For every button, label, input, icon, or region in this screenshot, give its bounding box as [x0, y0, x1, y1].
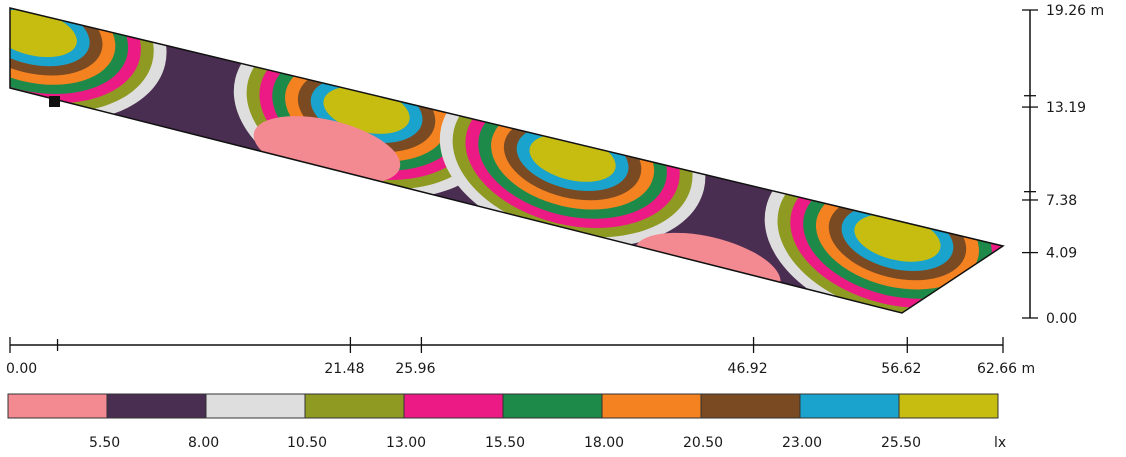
legend-swatch: [799, 393, 900, 419]
y-tick-label: 0.00: [1046, 311, 1077, 327]
legend-swatch: [304, 393, 405, 419]
legend-label: 18.00: [584, 435, 624, 451]
light-pool: [10, 8, 167, 122]
legend-swatch: [502, 393, 603, 419]
legend-swatches: [7, 393, 999, 419]
legend-label: 13.00: [386, 435, 426, 451]
legend-swatch: [700, 393, 801, 419]
x-tick-label: 56.62: [881, 361, 921, 377]
x-tick-label: 21.48: [324, 361, 364, 377]
x-tick-label: 25.96: [395, 361, 435, 377]
legend-swatch: [106, 393, 207, 419]
x-tick-label: 46.92: [728, 361, 768, 377]
x-axis: 0.00 21.48 25.96 46.92 56.62 62.66 m: [6, 337, 1035, 377]
y-tick-label: 7.38: [1046, 193, 1077, 209]
x-ticks: 0.00 21.48 25.96 46.92 56.62 62.66 m: [6, 337, 1035, 377]
isolux-band: [10, 9, 77, 58]
legend-label: 15.50: [485, 435, 525, 451]
x-tick-label: 62.66 m: [977, 361, 1035, 377]
legend-label: 5.50: [89, 435, 120, 451]
y-ticks: 0.00 4.09 7.38 13.19 19.26 m: [1022, 3, 1104, 327]
legend-swatch: [205, 393, 306, 419]
luminaire-marker: [49, 96, 60, 107]
illuminance-map: [9, 7, 1005, 314]
legend-label: 23.00: [782, 435, 822, 451]
legend-swatch: [403, 393, 504, 419]
legend-label: 20.50: [683, 435, 723, 451]
legend-unit: lx: [994, 435, 1006, 451]
y-tick-label: 13.19: [1046, 100, 1086, 116]
y-tick-label: 4.09: [1046, 246, 1077, 262]
light-pool: [764, 149, 1003, 313]
color-legend: 5.50 8.00 10.50 13.00 15.50 18.00 20.50 23.00 25…: [7, 393, 1006, 451]
legend-labels: 5.50 8.00 10.50 13.00 15.50 18.00 20.50 23.00 25…: [89, 435, 1006, 451]
legend-swatch: [7, 393, 108, 419]
x-tick-label: 0.00: [6, 361, 37, 377]
y-axis: 0.00 4.09 7.38 13.19 19.26 m: [1022, 3, 1104, 327]
contour-bands: [10, 8, 1003, 313]
strip-outline: [9, 7, 1005, 314]
legend-label: 25.50: [881, 435, 921, 451]
legend-swatch: [898, 393, 999, 419]
legend-label: 8.00: [188, 435, 219, 451]
legend-swatch: [601, 393, 702, 419]
legend-label: 10.50: [287, 435, 327, 451]
y-tick-label: 19.26 m: [1046, 3, 1104, 19]
